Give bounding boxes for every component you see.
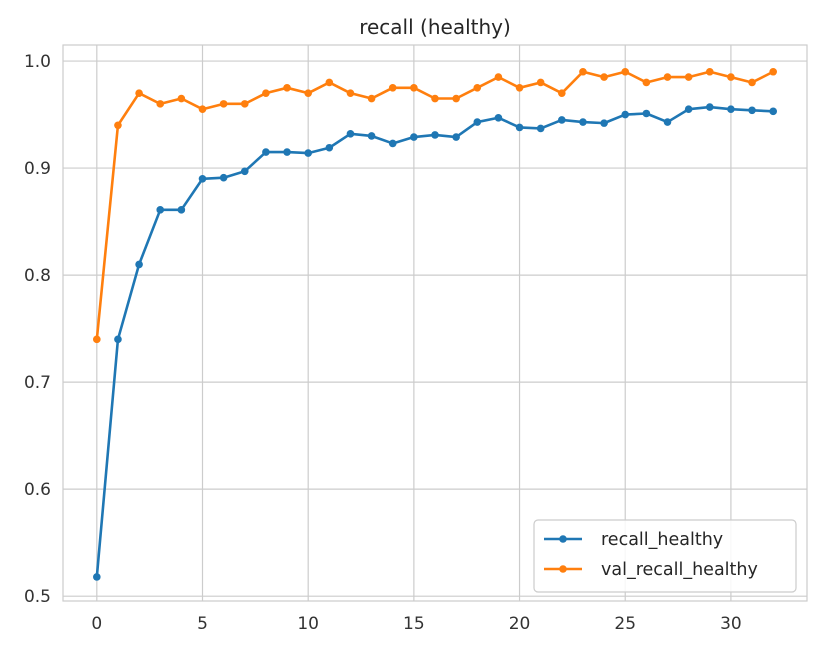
data-point-val_recall_healthy	[304, 89, 312, 97]
data-point-recall_healthy	[684, 105, 693, 114]
x-tick-label: 10	[297, 614, 319, 634]
y-tick-label: 0.9	[24, 159, 51, 179]
data-point-val_recall_healthy	[705, 67, 714, 76]
data-point-recall_healthy	[705, 103, 714, 111]
legend-marker	[559, 565, 567, 573]
data-point-recall_healthy	[114, 335, 122, 344]
y-tick-label: 0.7	[24, 373, 51, 393]
legend-label: recall_healthy	[601, 530, 723, 550]
series-line-recall_healthy	[95, 105, 774, 578]
y-tick-label: 0.5	[24, 587, 51, 607]
data-point-recall_healthy	[93, 573, 101, 581]
data-point-val_recall_healthy	[558, 89, 566, 97]
series-line-val_recall_healthy	[95, 70, 774, 340]
data-point-val_recall_healthy	[177, 94, 186, 103]
data-point-val_recall_healthy	[135, 89, 143, 97]
data-point-recall_healthy	[410, 133, 418, 141]
data-point-val_recall_healthy	[367, 94, 376, 103]
data-point-recall_healthy	[177, 206, 186, 214]
data-point-recall_healthy	[388, 139, 397, 148]
data-point-recall_healthy	[367, 132, 376, 140]
data-point-val_recall_healthy	[114, 121, 122, 130]
data-point-val_recall_healthy	[283, 84, 291, 92]
y-tick-labels: 0.5 0.6 0.7 0.8 0.9 1.0	[24, 52, 51, 607]
x-tick-label: 30	[720, 614, 742, 634]
legend-marker	[559, 535, 567, 543]
data-point-val_recall_healthy	[473, 84, 482, 92]
data-point-recall_healthy	[642, 109, 651, 118]
legend-label: val_recall_healthy	[601, 560, 758, 580]
data-point-recall_healthy	[621, 110, 630, 119]
data-point-recall_healthy	[600, 119, 608, 127]
data-point-val_recall_healthy	[240, 100, 249, 108]
x-tick-labels: 0 5 10 15 20 25 30	[91, 614, 741, 634]
data-point-recall_healthy	[452, 133, 460, 141]
x-tick-label: 20	[509, 614, 531, 634]
data-point-val_recall_healthy	[431, 94, 439, 103]
data-point-val_recall_healthy	[410, 84, 418, 92]
y-tick-label: 0.6	[24, 480, 51, 500]
data-point-recall_healthy	[346, 130, 355, 138]
x-tick-label: 0	[91, 614, 102, 634]
data-point-recall_healthy	[769, 107, 777, 116]
data-point-val_recall_healthy	[346, 89, 355, 97]
data-point-recall_healthy	[536, 124, 545, 133]
data-point-recall_healthy	[579, 118, 587, 126]
series-layer	[93, 67, 777, 581]
data-point-recall_healthy	[473, 118, 482, 126]
data-point-val_recall_healthy	[515, 84, 524, 92]
grid	[63, 45, 807, 601]
data-point-recall_healthy	[748, 106, 756, 115]
data-point-val_recall_healthy	[262, 89, 270, 97]
data-point-recall_healthy	[325, 143, 334, 152]
data-point-recall_healthy	[663, 118, 672, 126]
data-point-val_recall_healthy	[600, 73, 608, 81]
x-tick-label: 5	[197, 614, 208, 634]
data-point-recall_healthy	[304, 149, 312, 157]
data-point-val_recall_healthy	[621, 67, 630, 76]
data-point-val_recall_healthy	[93, 335, 101, 344]
data-point-recall_healthy	[431, 131, 439, 139]
data-point-val_recall_healthy	[769, 67, 777, 76]
data-point-val_recall_healthy	[388, 84, 397, 92]
x-tick-label: 25	[614, 614, 636, 634]
data-point-recall_healthy	[262, 148, 270, 156]
data-point-val_recall_healthy	[727, 73, 735, 81]
data-point-recall_healthy	[135, 260, 143, 269]
y-tick-label: 0.8	[24, 266, 51, 286]
data-point-val_recall_healthy	[219, 100, 228, 108]
data-point-val_recall_healthy	[452, 94, 460, 103]
data-point-recall_healthy	[558, 116, 566, 124]
data-point-val_recall_healthy	[579, 67, 587, 76]
data-point-val_recall_healthy	[198, 105, 207, 114]
x-tick-label: 15	[403, 614, 425, 634]
data-point-val_recall_healthy	[156, 100, 165, 108]
data-point-val_recall_healthy	[748, 78, 756, 87]
data-point-val_recall_healthy	[684, 73, 693, 81]
data-point-val_recall_healthy	[536, 78, 545, 87]
data-point-recall_healthy	[240, 167, 249, 176]
chart-title: recall (healthy)	[359, 15, 511, 39]
data-point-val_recall_healthy	[494, 73, 503, 81]
data-point-recall_healthy	[515, 123, 524, 132]
legend-box	[533, 519, 797, 593]
data-point-recall_healthy	[494, 113, 503, 122]
data-point-recall_healthy	[283, 148, 291, 156]
data-point-recall_healthy	[219, 173, 228, 182]
y-tick-label: 1.0	[24, 52, 51, 72]
data-point-val_recall_healthy	[663, 73, 672, 81]
data-point-val_recall_healthy	[642, 78, 651, 87]
data-point-recall_healthy	[198, 174, 207, 183]
data-point-recall_healthy	[727, 105, 735, 114]
data-point-recall_healthy	[156, 206, 165, 214]
plot-frame	[62, 44, 808, 602]
legend: recall_healthy val_recall_healthy	[533, 519, 797, 593]
data-point-val_recall_healthy	[325, 78, 334, 87]
